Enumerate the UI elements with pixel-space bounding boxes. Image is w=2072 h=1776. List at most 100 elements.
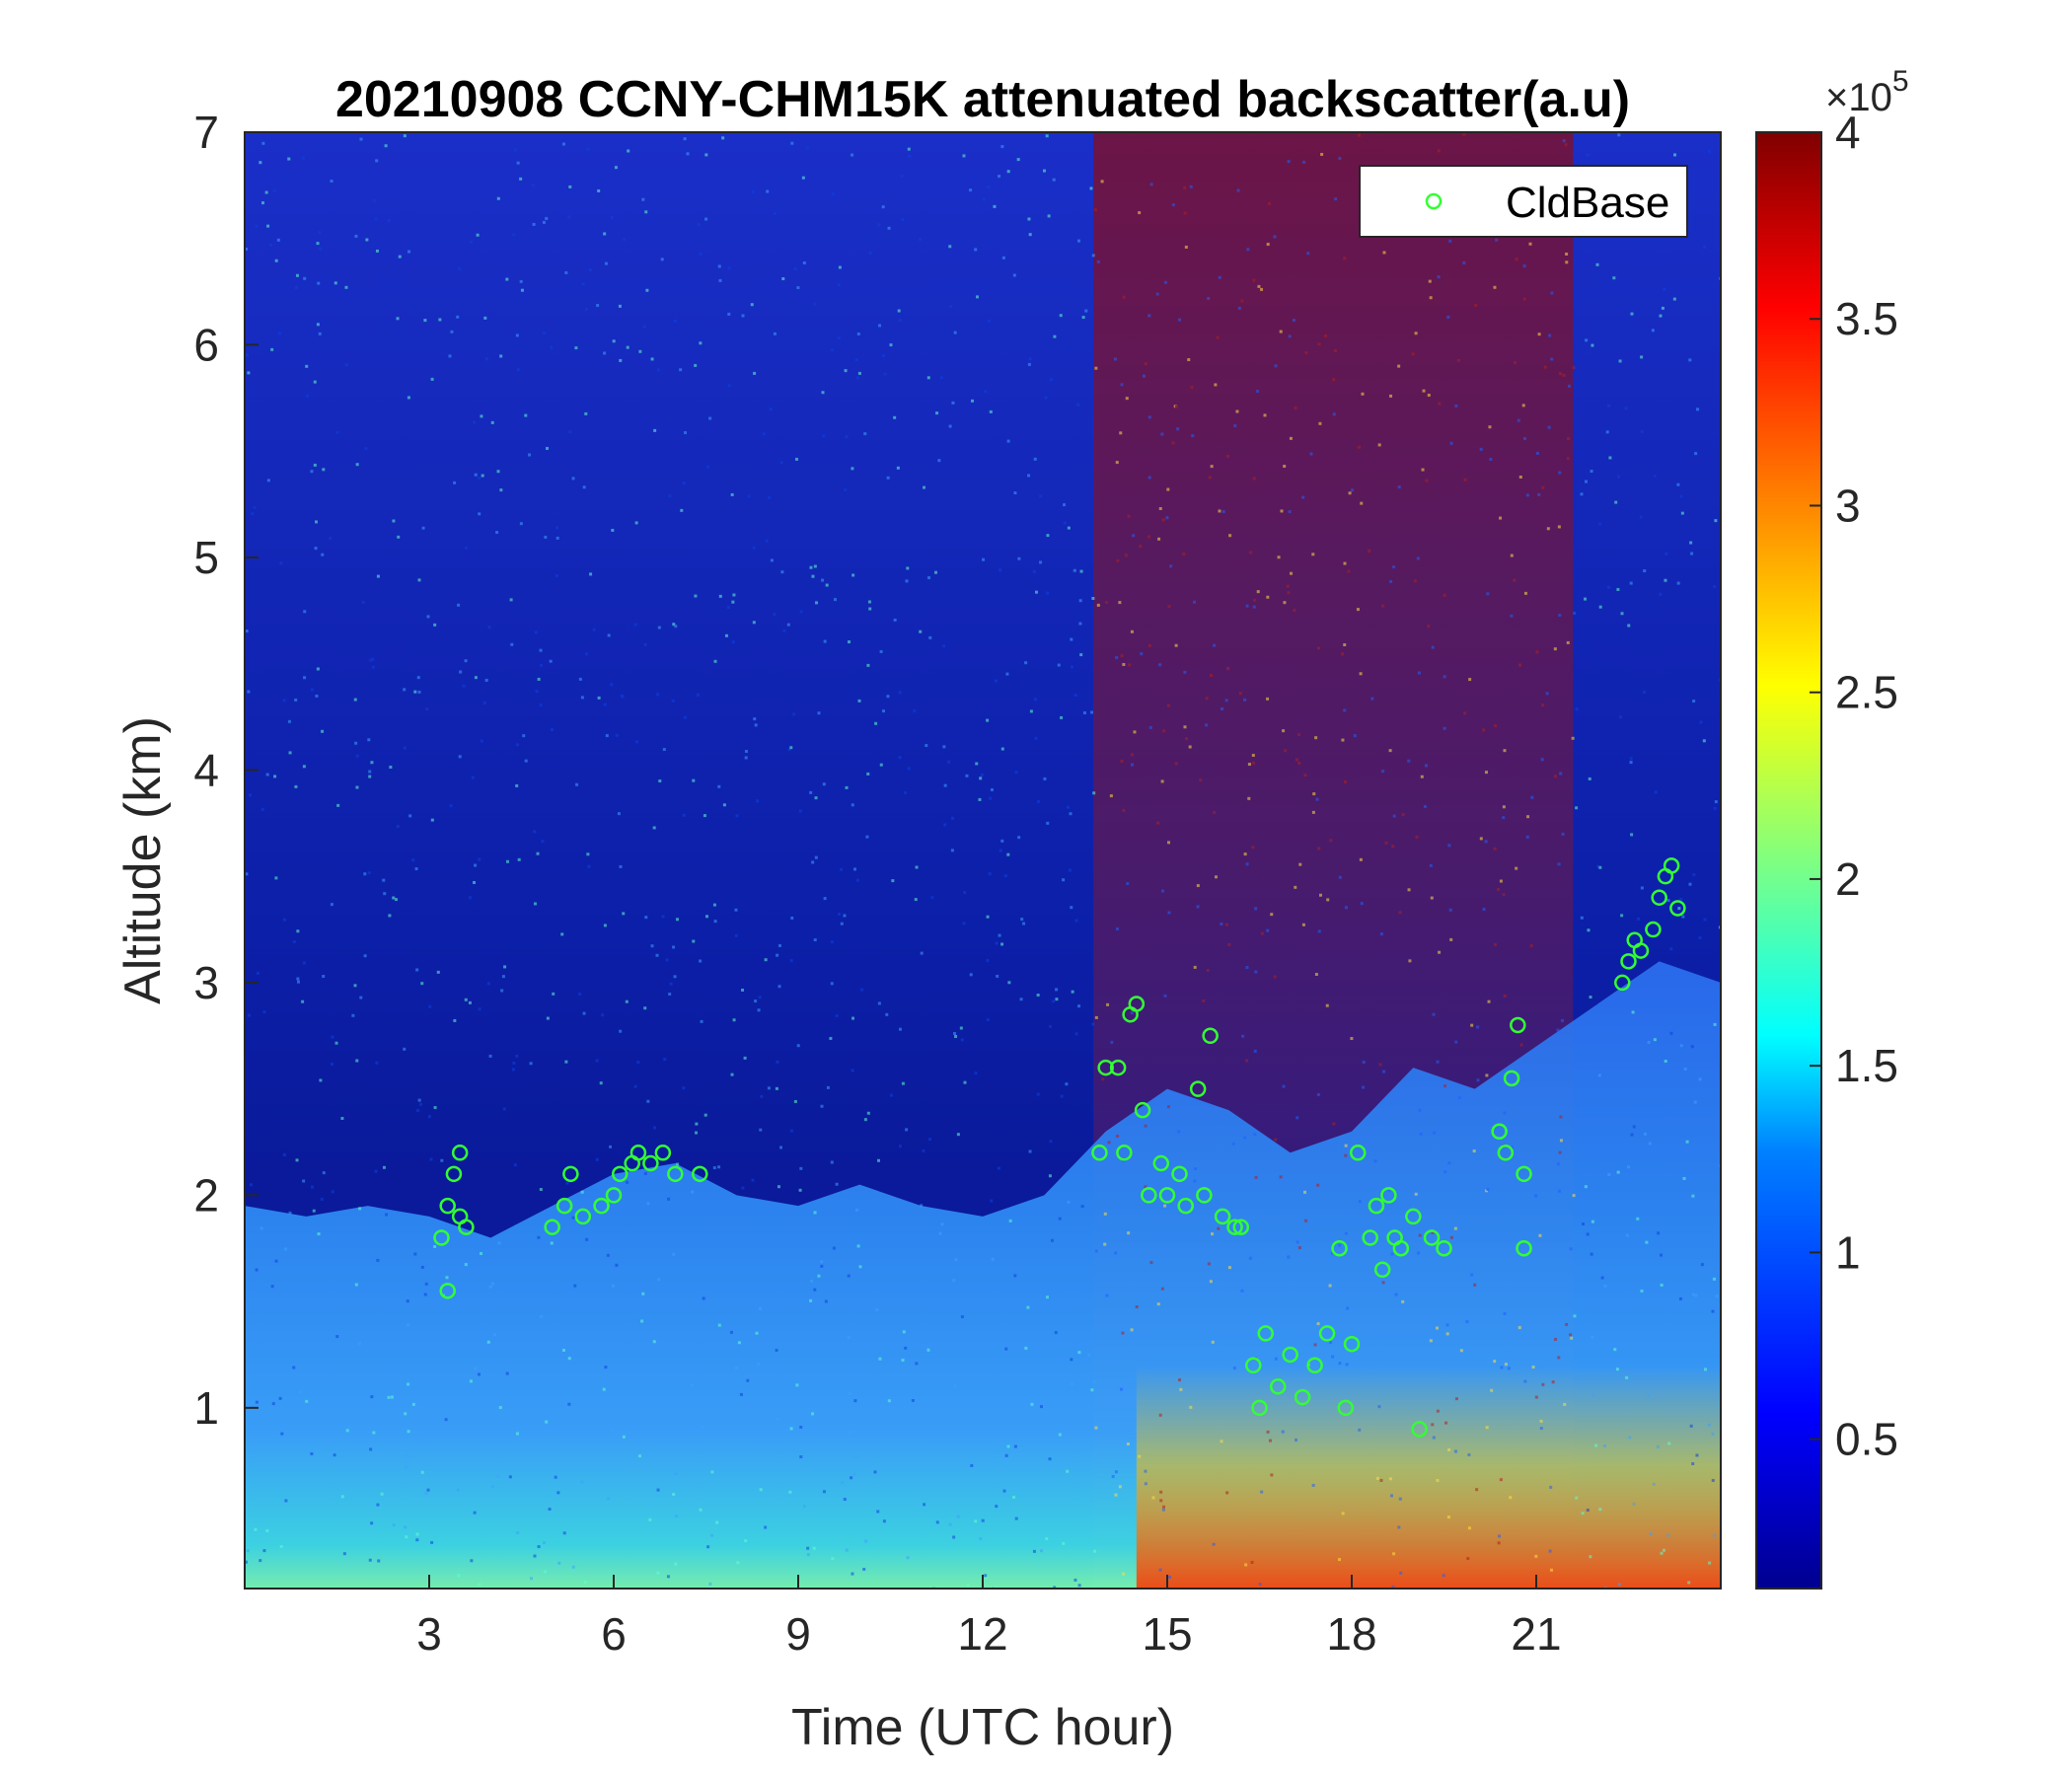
noise-dot	[682, 1086, 686, 1090]
noise-dot	[907, 767, 911, 771]
noise-dot	[1631, 1010, 1635, 1014]
noise-dot	[535, 690, 539, 694]
noise-dot	[457, 1574, 461, 1578]
noise-dot	[420, 1470, 424, 1474]
noise-dot	[1630, 312, 1634, 316]
noise-dot	[710, 1470, 714, 1474]
noise-dot	[515, 1054, 519, 1058]
noise-dot	[656, 1488, 660, 1492]
noise-dot	[1679, 494, 1683, 498]
noise-dot	[1070, 906, 1073, 910]
colorbar-tick-label: 3.5	[1835, 293, 1898, 344]
noise-dot	[686, 152, 690, 156]
noise-dot	[1639, 515, 1643, 519]
noise-dot	[403, 746, 407, 750]
noise-dot	[253, 505, 257, 509]
noise-dot	[1000, 747, 1004, 751]
noise-dot	[1487, 999, 1491, 1003]
noise-dot	[1295, 1116, 1299, 1120]
noise-dot	[790, 916, 794, 920]
noise-dot	[247, 1013, 251, 1017]
noise-dot	[1313, 1343, 1317, 1347]
noise-dot	[622, 912, 626, 916]
noise-dot	[718, 594, 722, 598]
noise-dot	[1503, 994, 1507, 998]
noise-dot	[415, 1532, 419, 1536]
noise-dot	[1344, 1144, 1348, 1147]
noise-dot	[476, 233, 480, 237]
noise-dot	[407, 250, 411, 254]
noise-dot	[993, 1586, 997, 1589]
noise-dot	[368, 770, 372, 774]
noise-dot	[1287, 160, 1291, 164]
noise-dot	[597, 696, 601, 700]
noise-dot	[1493, 1360, 1497, 1364]
noise-dot	[430, 1540, 434, 1544]
noise-dot	[482, 701, 486, 704]
noise-dot	[703, 1113, 707, 1117]
noise-dot	[1620, 612, 1624, 616]
noise-dot	[1068, 868, 1072, 872]
noise-dot	[330, 903, 333, 907]
noise-dot	[414, 867, 418, 871]
legend[interactable]: CldBase	[1359, 165, 1688, 238]
noise-dot	[1485, 1426, 1489, 1430]
noise-dot	[953, 331, 957, 334]
noise-dot	[1462, 132, 1466, 136]
noise-dot	[370, 1395, 374, 1399]
noise-dot	[1343, 708, 1347, 712]
noise-dot	[773, 613, 777, 617]
noise-dot	[555, 573, 558, 577]
noise-dot	[1168, 1575, 1172, 1579]
noise-dot	[550, 1241, 554, 1245]
noise-dot	[851, 153, 854, 157]
noise-dot	[864, 1539, 868, 1543]
noise-dot	[1652, 1482, 1656, 1486]
noise-dot	[1144, 1185, 1147, 1189]
noise-dot	[848, 1431, 851, 1435]
noise-dot	[1040, 1405, 1044, 1409]
noise-dot	[1247, 763, 1251, 767]
noise-dot	[817, 711, 821, 715]
noise-dot	[1360, 902, 1364, 906]
noise-dot	[1711, 1478, 1715, 1482]
noise-dot	[1118, 601, 1122, 605]
noise-dot	[1254, 1175, 1258, 1179]
noise-dot	[1643, 569, 1647, 573]
noise-dot	[1627, 624, 1631, 628]
noise-dot	[1707, 1423, 1711, 1427]
noise-dot	[1453, 1449, 1457, 1453]
noise-dot	[648, 1517, 652, 1521]
noise-dot	[375, 1061, 379, 1065]
noise-dot	[1257, 284, 1261, 288]
noise-dot	[993, 204, 997, 208]
noise-dot	[1047, 214, 1051, 218]
noise-dot	[1116, 1134, 1120, 1138]
noise-dot	[851, 467, 854, 471]
noise-dot	[392, 896, 396, 900]
noise-dot	[1233, 424, 1237, 428]
noise-dot	[505, 277, 509, 281]
noise-dot	[251, 512, 255, 516]
noise-dot	[1659, 314, 1663, 318]
noise-dot	[1411, 352, 1415, 356]
noise-dot	[668, 993, 672, 997]
noise-dot	[331, 1190, 334, 1194]
noise-dot	[1538, 1233, 1542, 1237]
cloud-base-point	[1202, 1027, 1219, 1045]
noise-dot	[546, 1016, 550, 1020]
noise-dot	[487, 626, 491, 629]
noise-dot	[1243, 852, 1247, 856]
noise-dot	[574, 346, 578, 350]
noise-dot	[1569, 1333, 1573, 1337]
noise-dot	[470, 240, 474, 244]
noise-dot	[1485, 1073, 1489, 1077]
noise-dot	[705, 465, 709, 469]
noise-dot	[1557, 862, 1561, 866]
noise-dot	[890, 1093, 894, 1097]
noise-dot	[1070, 1382, 1073, 1386]
noise-dot	[1407, 888, 1411, 892]
noise-dot	[603, 703, 607, 706]
noise-dot	[1659, 1253, 1663, 1257]
noise-dot	[1169, 564, 1173, 568]
